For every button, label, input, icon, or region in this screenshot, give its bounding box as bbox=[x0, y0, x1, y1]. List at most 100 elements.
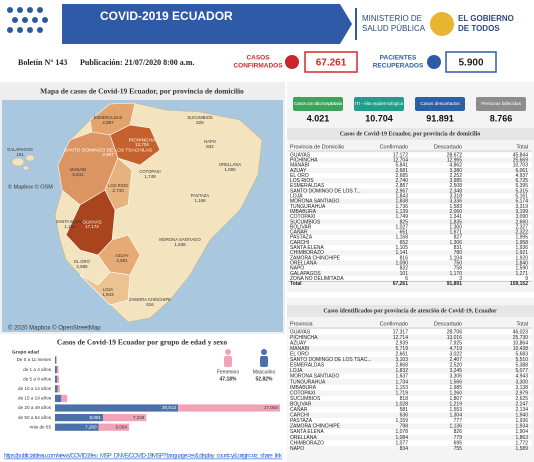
table-cell: 779 bbox=[454, 435, 463, 441]
category-label: De 0 a 11 meses bbox=[17, 357, 52, 362]
province-los-rios bbox=[104, 157, 133, 211]
row-band bbox=[288, 203, 532, 210]
table-cell: LOS RIOS bbox=[290, 178, 314, 184]
table-cell: 755 bbox=[454, 446, 463, 452]
table-cell: ZONA NO DELIMITADA bbox=[290, 276, 344, 282]
table-cell: CHIMBORAZO bbox=[290, 250, 324, 256]
table-cell: 10,438 bbox=[513, 346, 529, 352]
row-band bbox=[288, 384, 532, 391]
bar bbox=[57, 375, 60, 383]
table-cell: CAÑAR bbox=[290, 406, 308, 413]
row-band bbox=[288, 245, 532, 251]
table-cell: 3,380 bbox=[449, 168, 462, 174]
table-cell: 1,772 bbox=[515, 440, 528, 446]
table-cell: 1,671 bbox=[449, 230, 462, 236]
legend-share: 52,82% bbox=[256, 376, 274, 382]
row-band bbox=[288, 224, 532, 230]
table-cell: 695 bbox=[454, 440, 463, 446]
table-cell: 1,153 bbox=[395, 385, 408, 391]
virus-icon bbox=[285, 55, 299, 69]
table-cell: 4,943 bbox=[515, 374, 528, 380]
table-title: Casos identificados por provincia de ate… bbox=[323, 308, 497, 314]
table-cell: EL ORO bbox=[290, 173, 309, 179]
table-cell: 652 bbox=[400, 240, 409, 246]
table-total: Total bbox=[290, 281, 302, 287]
table-cell: TUNGURAHUA bbox=[290, 379, 326, 385]
recovered-label: PACIENTES bbox=[380, 55, 417, 62]
table-cell: 2,625 bbox=[515, 396, 528, 402]
table-cell: 818 bbox=[400, 396, 409, 402]
map-title: Mapa de casos de Covid-19 Ecuador, por p… bbox=[40, 87, 244, 96]
table-cell: 5,841 bbox=[395, 163, 408, 169]
map-label: AZUAY bbox=[115, 253, 129, 258]
legend-figure-body bbox=[224, 356, 232, 367]
table-cell: BOLIVAR bbox=[290, 224, 312, 230]
table-title: Casos de Covid-19 Ecuador, por provincia… bbox=[340, 131, 481, 137]
table-cell: 798 bbox=[400, 424, 409, 430]
table-cell: 636 bbox=[400, 413, 409, 419]
table-cell: 1,936 bbox=[515, 245, 528, 251]
column-header: Descartado bbox=[434, 321, 462, 327]
table-cell: 1,863 bbox=[515, 435, 528, 441]
map-value: 1,749 bbox=[144, 174, 156, 179]
table-cell: SANTO DOMINGO DE LOS T... bbox=[290, 188, 361, 194]
table-cell: 5,719 bbox=[395, 346, 408, 352]
column-header: Confirmado bbox=[380, 144, 408, 150]
table-cell: 1,219 bbox=[449, 401, 462, 407]
table-cell: ORELLANA bbox=[290, 435, 317, 441]
map-value: 2,967 bbox=[102, 152, 114, 157]
table-cell: ESMERALDAS bbox=[290, 363, 325, 369]
table-total: 159,152 bbox=[510, 281, 528, 287]
table-cell: 1,159 bbox=[395, 418, 408, 424]
table-cell: 45,844 bbox=[513, 152, 529, 158]
map-value: 101 bbox=[16, 152, 24, 157]
table-total: 67,261 bbox=[393, 281, 409, 287]
row-band bbox=[288, 162, 532, 168]
table-cell: 3,319 bbox=[515, 204, 528, 210]
tableau-link[interactable]: https://public.tableau.com/views/COVID19… bbox=[4, 454, 283, 460]
category-label: de 5 a 9 años bbox=[23, 376, 52, 381]
table-cell: 1,104 bbox=[449, 255, 462, 261]
table-cell: LOJA bbox=[290, 194, 303, 200]
map-value: 2,740 bbox=[112, 188, 124, 193]
kpi-box bbox=[476, 97, 526, 111]
bar-label: 7,226 bbox=[133, 415, 145, 420]
row-band bbox=[288, 265, 532, 271]
table-cell: 1,168 bbox=[395, 235, 408, 241]
table-cell: 1,904 bbox=[515, 429, 528, 435]
table-cell: 5,683 bbox=[515, 352, 528, 358]
map-value: 816 bbox=[146, 302, 154, 307]
table-cell: 12,965 bbox=[447, 157, 463, 163]
legend-share: 47,18% bbox=[220, 376, 238, 382]
table-cell: ZAMORA CHINCHIPE bbox=[290, 255, 341, 261]
table-cell: 1,077 bbox=[395, 440, 408, 446]
table-cell: 2,252 bbox=[449, 173, 462, 179]
row-band bbox=[288, 329, 532, 335]
row-band bbox=[288, 429, 532, 435]
map-label: SUCUMBIOS bbox=[187, 115, 213, 120]
table-cell: 1,807 bbox=[449, 396, 462, 402]
table-cell: MORONA SANTIAGO bbox=[290, 374, 340, 380]
chart-title: Casos de Covid-19 Ecuador por grupo de e… bbox=[57, 338, 228, 347]
table-cell: 750 bbox=[454, 260, 463, 266]
table-cell: 1,734 bbox=[395, 379, 408, 385]
table-cell: 3,138 bbox=[515, 385, 528, 391]
map-label: SANTA ELENA bbox=[56, 219, 85, 224]
map-label: EL ORO bbox=[74, 259, 90, 264]
table-cell: 825 bbox=[400, 219, 409, 225]
table-cell: PICHINCHA bbox=[290, 157, 318, 163]
row-band bbox=[288, 362, 532, 369]
recovered-icon bbox=[427, 55, 441, 69]
legend-name: Femenino bbox=[217, 369, 239, 375]
confirmed-value: 67.261 bbox=[316, 58, 347, 69]
table-cell: 10,703 bbox=[513, 163, 529, 169]
bar bbox=[56, 356, 57, 364]
table-cell: 13,016 bbox=[447, 335, 463, 341]
table-title-bg bbox=[287, 128, 534, 140]
table-cell: 1,843 bbox=[395, 194, 408, 200]
table-cell: 1,832 bbox=[395, 368, 408, 374]
table-cell: 6,061 bbox=[515, 168, 528, 174]
separator bbox=[355, 8, 357, 40]
